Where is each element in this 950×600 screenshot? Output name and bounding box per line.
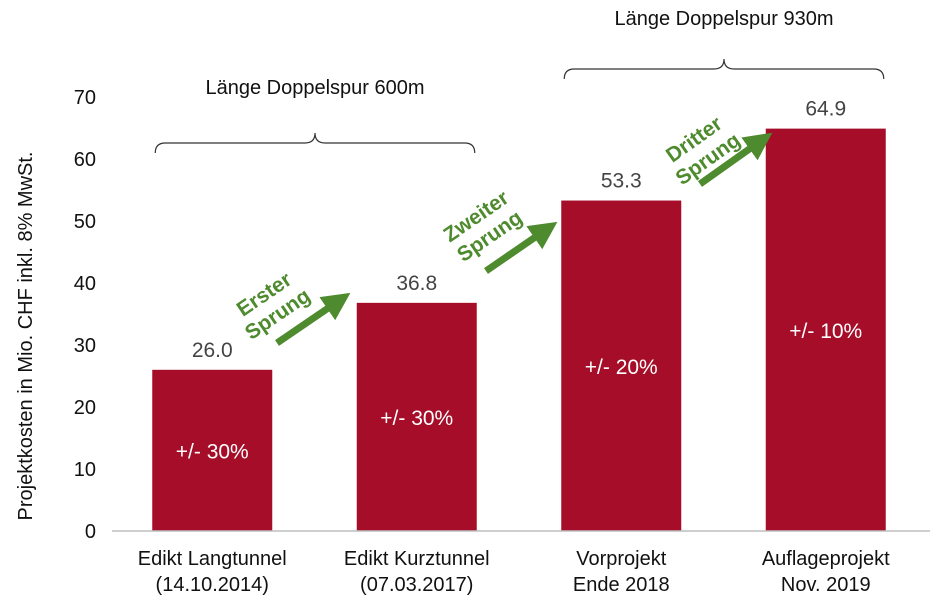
data-label: 26.0 <box>192 339 233 362</box>
data-label: 53.3 <box>601 170 642 193</box>
y-tick-label: 60 <box>74 149 96 171</box>
curly-bracket <box>154 132 476 154</box>
data-label: 36.8 <box>396 272 437 295</box>
bar <box>561 200 682 532</box>
y-axis-title: Projektkosten in Mio. CHF inkl. 8% MwSt. <box>15 152 37 521</box>
jump-arrow <box>275 292 351 346</box>
y-tick-label: 20 <box>74 397 96 419</box>
y-axis: 0 10 20 30 40 50 60 70 <box>74 87 96 543</box>
x-axis: Edikt Langtunnel (14.10.2014) Edikt Kurztu… <box>112 530 930 596</box>
x-tick-label: (14.10.2014) <box>156 574 269 596</box>
bar <box>765 128 886 531</box>
bar-inner-label: +/- 20% <box>585 356 658 379</box>
x-tick-label: (07.03.2017) <box>360 574 473 596</box>
data-label: 64.9 <box>805 98 846 121</box>
bar-inner-label: +/- 10% <box>789 320 862 343</box>
brackets: Länge Doppelspur 600m Länge Doppelspur 93… <box>154 8 885 154</box>
x-tick-label: Auflageprojekt <box>762 548 890 570</box>
jump-arrow <box>484 221 558 274</box>
bar <box>152 369 273 531</box>
x-tick-label: Vorprojekt <box>576 548 666 570</box>
bar <box>356 302 477 531</box>
bar-inner-label: +/- 30% <box>380 407 453 430</box>
jump-arrow <box>697 132 773 187</box>
y-tick-label: 40 <box>74 273 96 295</box>
x-tick-label: Ende 2018 <box>573 574 670 596</box>
y-tick-label: 50 <box>74 211 96 233</box>
bracket-label: Länge Doppelspur 930m <box>614 8 833 30</box>
y-tick-label: 0 <box>85 521 96 543</box>
curly-bracket <box>563 58 885 80</box>
bracket-label: Länge Doppelspur 600m <box>205 77 424 99</box>
y-tick-label: 10 <box>74 459 96 481</box>
bar-inner-label: +/- 30% <box>176 440 249 463</box>
y-tick-label: 70 <box>74 87 96 109</box>
x-tick-label: Nov. 2019 <box>781 574 871 596</box>
bars: 26.0 +/- 30% 36.8 +/- 30% 53.3 +/- 20% 64.9 +/-… <box>152 98 886 532</box>
x-tick-label: Edikt Langtunnel <box>138 548 287 570</box>
y-tick-label: 30 <box>74 335 96 357</box>
x-tick-label: Edikt Kurztunnel <box>344 548 490 570</box>
